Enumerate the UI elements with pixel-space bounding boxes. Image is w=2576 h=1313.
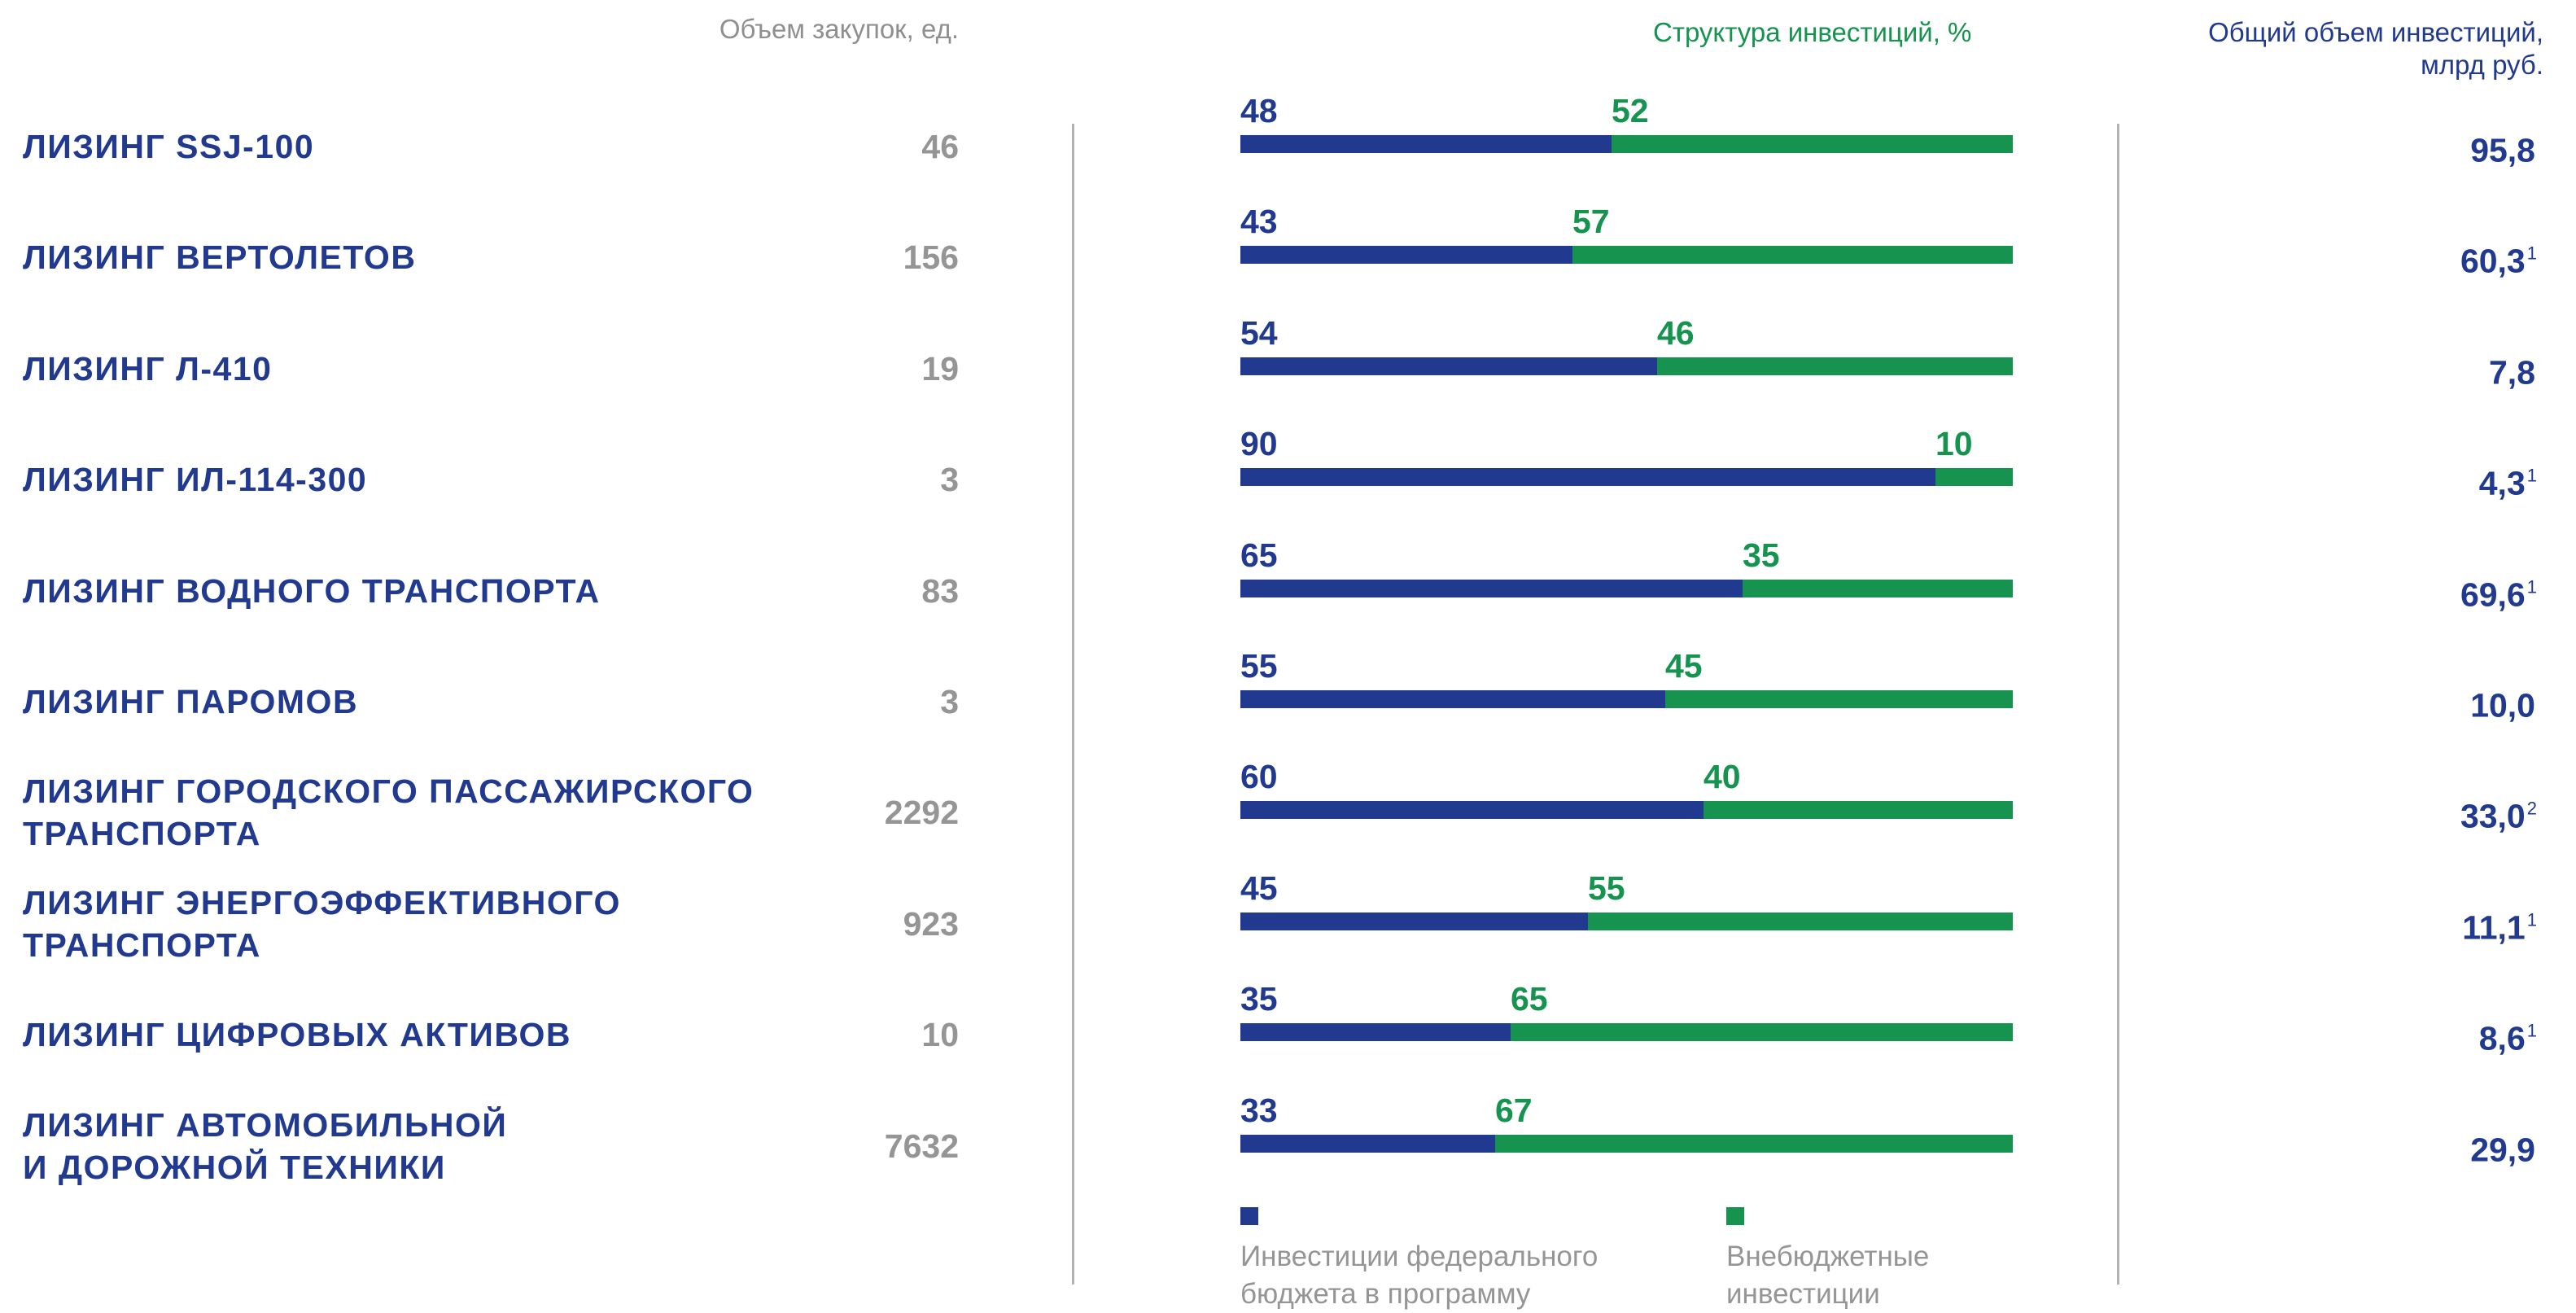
total-investment: 60,31	[2460, 233, 2537, 282]
data-label-extrabudgetary: 52	[1612, 92, 1649, 129]
purchase-volume: 156	[903, 239, 959, 276]
data-label-extrabudgetary: 55	[1588, 869, 1625, 907]
bar-federal	[1240, 580, 1743, 597]
bar-extrabudgetary	[1511, 1023, 2013, 1041]
bar-federal	[1240, 468, 1935, 486]
data-label-federal: 35	[1240, 980, 1278, 1018]
bar-extrabudgetary	[1588, 913, 2013, 930]
purchase-volume: 3	[940, 683, 959, 720]
footnote-marker: 1	[2526, 909, 2537, 930]
footnote-marker: 1	[2526, 1020, 2537, 1041]
divider-right	[2117, 124, 2119, 1285]
purchase-volume: 19	[921, 350, 959, 387]
total-investment-value: 29,9	[2470, 1131, 2535, 1169]
total-investment-value: 11,1	[2462, 908, 2526, 947]
data-label-federal: 33	[1240, 1092, 1278, 1129]
bar-federal	[1240, 357, 1657, 375]
total-investment-header: Общий объем инвестиций, млрд руб.	[2208, 17, 2543, 80]
bar-extrabudgetary	[1495, 1135, 2013, 1153]
total-investment: 33,02	[2460, 788, 2537, 838]
total-investment: 8,61	[2479, 1010, 2537, 1060]
data-label-extrabudgetary: 65	[1511, 980, 1548, 1018]
bar-federal	[1240, 801, 1703, 819]
category-label: ЛИЗИНГ SSJ-100	[23, 128, 315, 165]
total-investment: 11,11	[2462, 899, 2537, 949]
category-label: ЛИЗИНГ ЦИФРОВЫХ АКТИВОВ	[23, 1016, 571, 1053]
total-investment-value: 10,0	[2470, 686, 2535, 724]
data-label-federal: 45	[1240, 869, 1278, 907]
bar-federal	[1240, 1135, 1495, 1153]
category-label: ЛИЗИНГ ПАРОМОВ	[23, 683, 359, 720]
purchase-volume: 923	[903, 905, 959, 943]
bar-extrabudgetary	[1572, 246, 2013, 264]
bar-federal	[1240, 246, 1572, 264]
total-investment: 4,31	[2479, 455, 2537, 505]
bar-extrabudgetary	[1657, 357, 2013, 375]
bar-extrabudgetary	[1612, 135, 2013, 153]
bar-extrabudgetary	[1935, 468, 2013, 486]
purchase-volume: 46	[921, 128, 959, 165]
data-label-federal: 54	[1240, 314, 1278, 352]
total-investment: 29,9	[2470, 1122, 2537, 1171]
total-investment: 10,0	[2470, 677, 2537, 727]
category-label: ЛИЗИНГ ВОДНОГО ТРАНСПОРТА	[23, 572, 601, 610]
bar-extrabudgetary	[1665, 690, 2013, 708]
bar-extrabudgetary	[1743, 580, 2013, 597]
legend-extrabudgetary: Внебюджетные инвестиции	[1726, 1207, 1929, 1313]
category-label: ЛИЗИНГ ИЛ-114-300	[23, 461, 368, 498]
data-label-extrabudgetary: 45	[1665, 647, 1703, 685]
footnote-marker: 1	[2526, 243, 2537, 264]
data-label-federal: 43	[1240, 203, 1278, 240]
data-label-federal: 55	[1240, 647, 1278, 685]
legend-federal: Инвестиции федерального бюджета в програ…	[1240, 1207, 1598, 1313]
data-label-federal: 90	[1240, 425, 1278, 462]
total-investment: 69,61	[2460, 567, 2537, 616]
total-investment-value: 60,3	[2460, 242, 2526, 280]
footnote-marker: 1	[2526, 465, 2537, 486]
data-label-extrabudgetary: 35	[1743, 536, 1780, 574]
footnote-marker: 2	[2526, 798, 2537, 819]
data-label-extrabudgetary: 40	[1703, 758, 1741, 795]
category-label: ЛИЗИНГ Л-410	[23, 350, 273, 387]
data-label-extrabudgetary: 10	[1935, 425, 1973, 462]
category-label: ЛИЗИНГ АВТОМОБИЛЬНОЙ И ДОРОЖНОЙ ТЕХНИКИ	[23, 1106, 508, 1186]
legend-extrabudgetary-swatch	[1726, 1207, 1744, 1225]
bar-federal	[1240, 913, 1588, 930]
purchase-volume: 7632	[884, 1127, 959, 1165]
total-investment-value: 4,3	[2478, 464, 2526, 502]
data-label-extrabudgetary: 46	[1657, 314, 1695, 352]
legend-federal-swatch	[1240, 1207, 1258, 1225]
bar-federal	[1240, 690, 1665, 708]
total-investment: 7,8	[2489, 344, 2537, 394]
legend-extrabudgetary-label: Внебюджетные инвестиции	[1726, 1241, 1930, 1310]
category-label: ЛИЗИНГ ЭНЕРГОЭФФЕКТИВНОГО ТРАНСПОРТА	[23, 884, 621, 964]
data-label-extrabudgetary: 67	[1495, 1092, 1533, 1129]
legend-federal-label: Инвестиции федерального бюджета в програ…	[1240, 1241, 1599, 1310]
total-investment-value: 8,6	[2478, 1019, 2526, 1057]
bar-extrabudgetary	[1703, 801, 2013, 819]
total-investment: 95,8	[2470, 122, 2537, 172]
total-investment-value: 7,8	[2489, 353, 2535, 392]
purchase-volume: 2292	[884, 794, 959, 831]
data-label-federal: 60	[1240, 758, 1278, 795]
data-label-federal: 48	[1240, 92, 1278, 129]
divider-left	[1072, 124, 1074, 1285]
total-investment-value: 95,8	[2470, 131, 2535, 169]
category-label: ЛИЗИНГ ВЕРТОЛЕТОВ	[23, 239, 417, 276]
category-label: ЛИЗИНГ ГОРОДСКОГО ПАССАЖИРСКОГО ТРАНСПОР…	[23, 772, 754, 852]
data-label-extrabudgetary: 57	[1572, 203, 1610, 240]
footnote-marker: 1	[2526, 576, 2537, 597]
data-label-federal: 65	[1240, 536, 1278, 574]
purchase-volume: 3	[940, 461, 959, 498]
purchase-volume: 83	[921, 572, 959, 610]
bar-federal	[1240, 135, 1612, 153]
total-investment-value: 33,0	[2460, 797, 2526, 835]
bar-federal	[1240, 1023, 1511, 1041]
purchase-volume: 10	[921, 1016, 959, 1053]
total-investment-value: 69,6	[2460, 576, 2526, 614]
structure-header: Структура инвестиций, %	[1653, 17, 1972, 47]
purchases-header: Объем закупок, ед.	[719, 14, 959, 44]
